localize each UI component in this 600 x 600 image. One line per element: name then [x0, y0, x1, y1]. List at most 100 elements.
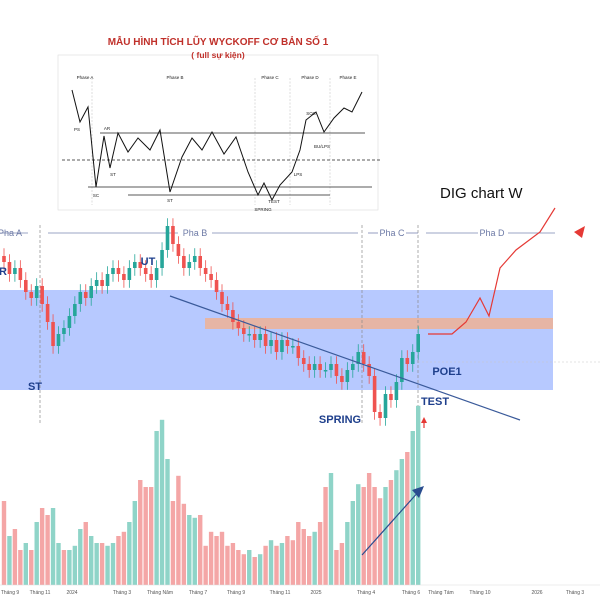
volume-bar [61, 550, 67, 585]
candle [154, 268, 159, 280]
annotation-label: POE1 [432, 366, 461, 378]
volume-bar [138, 480, 143, 585]
volume-bar [83, 522, 88, 585]
annotation-label: SPRING [319, 414, 361, 426]
candle [56, 334, 61, 346]
volume-bar [143, 487, 148, 585]
volume-bar [339, 543, 345, 585]
candle [203, 268, 208, 274]
candle [372, 376, 377, 412]
volume-bar [290, 540, 296, 585]
candle [133, 262, 137, 268]
volume-bar [29, 550, 34, 585]
inset-event-label: BU/LPS [314, 144, 330, 149]
volume-bar [176, 475, 181, 585]
candle [361, 352, 366, 364]
candle [51, 322, 55, 346]
candle [73, 304, 77, 316]
inset-subtitle: ( full sự kiện) [191, 50, 245, 60]
candle [312, 364, 317, 370]
inset-event-label: SOS [306, 111, 316, 116]
x-tick-label: 2026 [531, 590, 542, 596]
annotation-label: UT [141, 256, 156, 268]
inset-phase-label: Phase C [261, 75, 279, 80]
x-tick-label: 2025 [310, 590, 321, 596]
x-tick-label: Tháng Năm [147, 590, 173, 596]
volume-bar [89, 536, 94, 585]
volume-bar [236, 550, 241, 585]
volume-bar [94, 543, 99, 585]
candle [138, 262, 143, 268]
candle [263, 334, 268, 346]
edge-label: R [0, 266, 7, 278]
inset-event-label: ST [110, 172, 116, 177]
candle [111, 268, 115, 274]
candle [182, 256, 186, 268]
candle [116, 268, 121, 274]
candle [367, 364, 371, 376]
x-tick-label: Tháng 7 [189, 590, 208, 596]
candle [329, 364, 333, 370]
volume-bar [399, 459, 405, 585]
volume-bar [268, 540, 274, 585]
volume-bar [334, 550, 339, 585]
candle [122, 274, 126, 280]
candle [356, 352, 361, 364]
phase-label: Pha D [479, 228, 505, 238]
candle [410, 352, 415, 364]
x-tick-label: Tháng 10 [469, 590, 490, 596]
x-tick-label: Tháng 11 [30, 590, 51, 596]
volume-bar [78, 529, 83, 585]
candle [198, 256, 202, 268]
volume-bar [356, 484, 361, 585]
volume-bar [279, 543, 285, 585]
candle [45, 304, 50, 322]
candle [24, 280, 28, 292]
candle [67, 316, 72, 328]
downtrend-line [169, 295, 521, 421]
volume-bar [345, 522, 350, 585]
phase-label: Pha C [379, 228, 405, 238]
candle [192, 256, 197, 262]
inset-phase-label: Phase A [77, 75, 94, 80]
volume-bar [50, 508, 56, 585]
candle [105, 274, 110, 286]
x-tick-label: Tháng 6 [402, 590, 421, 596]
inset-frame [57, 54, 379, 211]
candle [394, 382, 399, 400]
inset-title: MẪU HÌNH TÍCH LŨY WYCKOFF CƠ BẢN SỐ 1 [108, 34, 329, 48]
volume-bar [105, 545, 110, 585]
candle [13, 268, 17, 274]
volume-bar [405, 452, 410, 585]
volume-bar [187, 515, 192, 585]
projection-path [428, 207, 556, 335]
annotation-label: ST [28, 381, 42, 393]
phase-label: Pha B [183, 228, 208, 238]
volume-bar [394, 470, 399, 585]
chart-title: DIG chart W [440, 185, 523, 202]
candle [18, 268, 23, 280]
volume-bar [116, 536, 121, 585]
volume-bar [372, 487, 377, 585]
volume-bar [377, 498, 383, 585]
x-tick-label: Tháng 3 [113, 590, 132, 596]
candle [258, 334, 262, 340]
volume-bar [323, 487, 328, 585]
volume-bar [263, 545, 268, 585]
candle [291, 346, 295, 348]
volume-bar [1, 501, 7, 585]
test-arrowhead [421, 417, 427, 423]
x-tick-label: Tháng 3 [566, 590, 585, 596]
candle [416, 334, 420, 352]
x-tick-label: Tháng 9 [1, 590, 20, 596]
candle [389, 394, 393, 400]
volume-bar [148, 487, 154, 585]
volume-bar [39, 508, 45, 585]
volume-bar [241, 554, 246, 585]
volume-bar [307, 536, 312, 585]
inset-phase-label: Phase B [166, 75, 183, 80]
inset-price-path [71, 89, 363, 202]
volume-bar [23, 543, 28, 585]
candle [160, 250, 164, 268]
